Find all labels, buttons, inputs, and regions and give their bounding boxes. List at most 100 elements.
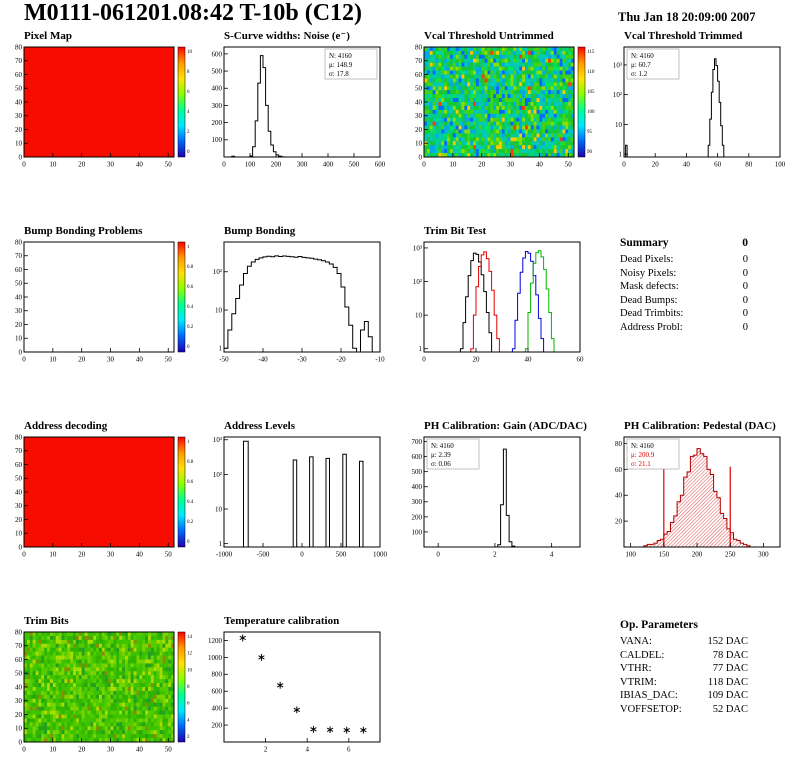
svg-text:100: 100 bbox=[587, 110, 595, 115]
svg-text:μ: 60.7: μ: 60.7 bbox=[631, 61, 651, 69]
svg-text:μ: 2.39: μ: 2.39 bbox=[431, 451, 451, 459]
op-parameter-row: CALDEL: 78 DAC bbox=[620, 649, 748, 663]
svg-text:105: 105 bbox=[587, 90, 595, 95]
op-parameters-title: Op. Parameters bbox=[620, 619, 698, 631]
svg-text:40: 40 bbox=[615, 492, 623, 500]
vcal-untrimmed-chart: 0 10 20 30 40 50 0 10 20 30 40 50 60 70 80 115 110 105 100… bbox=[415, 43, 595, 169]
chart-title: Temperature calibration bbox=[224, 615, 340, 627]
summary-row: Dead Bumps: 0 bbox=[620, 294, 748, 308]
svg-text:40: 40 bbox=[415, 98, 423, 106]
panel-bump-bonding: Bump Bonding -50 -40 -30 -20 -10 1 10 10² bbox=[204, 225, 404, 372]
panel-trim-bits: Trim Bits 0 10 20 30 40 50 0 10 20 30 40 50 60 70 80 14… bbox=[4, 615, 204, 762]
svg-text:20: 20 bbox=[78, 746, 86, 754]
svg-text:50: 50 bbox=[15, 85, 23, 93]
svg-text:0: 0 bbox=[19, 738, 23, 746]
address-levels-chart: -1000 -500 0 500 1000 1 10 10² 10³ bbox=[213, 436, 388, 559]
svg-text:20: 20 bbox=[78, 551, 86, 559]
svg-text:30: 30 bbox=[507, 161, 515, 169]
svg-text:10: 10 bbox=[215, 306, 223, 314]
svg-text:10: 10 bbox=[15, 725, 23, 733]
chart-title: PH Calibration: Gain (ADC/DAC) bbox=[424, 420, 587, 432]
chart-title: Bump Bonding bbox=[224, 225, 296, 237]
svg-text:0: 0 bbox=[19, 543, 23, 551]
svg-text:10: 10 bbox=[15, 140, 23, 148]
summary-block: Summary 0 Dead Pixels: 0 Noisy Pixels: 0… bbox=[620, 237, 748, 334]
svg-text:6: 6 bbox=[347, 746, 351, 754]
svg-text:14: 14 bbox=[187, 635, 193, 640]
svg-text:0: 0 bbox=[422, 356, 426, 364]
svg-text:0: 0 bbox=[187, 540, 190, 545]
summary-row-label: Noisy Pixels: bbox=[620, 267, 677, 279]
svg-text:200: 200 bbox=[212, 119, 223, 127]
op-parameter-row: IBIAS_DAC: 109 DAC bbox=[620, 689, 748, 703]
svg-text:70: 70 bbox=[415, 57, 423, 65]
svg-text:20: 20 bbox=[15, 321, 23, 329]
svg-text:100: 100 bbox=[212, 136, 223, 144]
svg-text:σ: 0.06: σ: 0.06 bbox=[431, 460, 451, 468]
svg-text:2: 2 bbox=[187, 735, 190, 740]
op-parameter-row: VANA: 152 DAC bbox=[620, 635, 748, 649]
svg-text:10²: 10² bbox=[613, 91, 622, 99]
svg-text:30: 30 bbox=[15, 112, 23, 120]
summary-row: Mask defects: 0 bbox=[620, 280, 748, 294]
summary-row-value: 0 bbox=[742, 308, 748, 319]
svg-text:10: 10 bbox=[49, 551, 57, 559]
svg-text:-40: -40 bbox=[258, 356, 268, 364]
svg-text:600: 600 bbox=[412, 453, 423, 461]
summary-row: Address Probl: 0 bbox=[620, 321, 748, 335]
svg-text:20: 20 bbox=[652, 161, 660, 169]
op-parameter-label: VTRIM: bbox=[620, 676, 657, 688]
svg-text:2: 2 bbox=[264, 746, 268, 754]
svg-text:μ: 148.9: μ: 148.9 bbox=[329, 61, 353, 69]
summary-row: Dead Pixels: 0 bbox=[620, 253, 748, 267]
svg-text:150: 150 bbox=[659, 551, 670, 559]
svg-text:10²: 10² bbox=[213, 268, 222, 276]
chart-title: S-Curve widths: Noise (e⁻) bbox=[224, 30, 350, 42]
svg-text:30: 30 bbox=[107, 356, 115, 364]
svg-text:-50: -50 bbox=[219, 356, 229, 364]
svg-text:90: 90 bbox=[587, 150, 593, 155]
svg-text:300: 300 bbox=[212, 102, 223, 110]
svg-text:40: 40 bbox=[136, 551, 144, 559]
svg-text:250: 250 bbox=[725, 551, 736, 559]
svg-text:20: 20 bbox=[415, 126, 423, 134]
summary-row-label: Dead Bumps: bbox=[620, 294, 678, 306]
svg-text:N: 4160: N: 4160 bbox=[431, 442, 454, 450]
op-parameter-row: VTHR: 77 DAC bbox=[620, 662, 748, 676]
bump-problems-chart: 0 10 20 30 40 50 0 10 20 30 40 50 60 70 80 1 0.8 0.6 0.4 0.… bbox=[15, 238, 194, 364]
svg-text:0: 0 bbox=[187, 345, 190, 350]
chart-title: Vcal Threshold Trimmed bbox=[624, 30, 743, 42]
summary-row-value: 0 bbox=[742, 254, 748, 265]
svg-text:1000: 1000 bbox=[373, 551, 388, 559]
svg-text:0: 0 bbox=[22, 746, 26, 754]
svg-text:10: 10 bbox=[49, 746, 57, 754]
address-decoding-chart: 0 10 20 30 40 50 0 10 20 30 40 50 60 70 80 1 0.8 0.6 0.4 0.… bbox=[15, 433, 194, 559]
chart-title: Pixel Map bbox=[24, 30, 72, 42]
svg-text:600: 600 bbox=[212, 50, 223, 58]
summary-row-label: Dead Pixels: bbox=[620, 254, 674, 265]
svg-text:10: 10 bbox=[215, 505, 223, 513]
op-parameter-label: CALDEL: bbox=[620, 649, 665, 661]
svg-text:50: 50 bbox=[165, 161, 173, 169]
op-parameters-header: Op. Parameters bbox=[620, 619, 748, 631]
svg-text:50: 50 bbox=[165, 356, 173, 364]
panel-address-levels: Address Levels -1000 -500 0 500 1000 1 10 10² 10… bbox=[204, 420, 404, 567]
svg-text:10³: 10³ bbox=[213, 436, 222, 444]
svg-text:1: 1 bbox=[219, 345, 223, 353]
svg-text:40: 40 bbox=[525, 356, 533, 364]
svg-text:σ: 21.1: σ: 21.1 bbox=[631, 460, 651, 468]
svg-text:40: 40 bbox=[136, 356, 144, 364]
svg-text:200: 200 bbox=[271, 161, 282, 169]
op-parameter-value: 152 DAC bbox=[707, 636, 748, 647]
svg-text:60: 60 bbox=[415, 71, 423, 79]
svg-text:10: 10 bbox=[187, 50, 193, 55]
svg-text:300: 300 bbox=[412, 498, 423, 506]
svg-text:30: 30 bbox=[107, 161, 115, 169]
chart-title: Bump Bonding Problems bbox=[24, 225, 143, 237]
svg-text:-20: -20 bbox=[336, 356, 346, 364]
svg-text:60: 60 bbox=[15, 461, 23, 469]
svg-text:6: 6 bbox=[187, 90, 190, 95]
svg-text:4: 4 bbox=[305, 746, 309, 754]
svg-text:30: 30 bbox=[415, 112, 423, 120]
svg-text:40: 40 bbox=[15, 98, 23, 106]
